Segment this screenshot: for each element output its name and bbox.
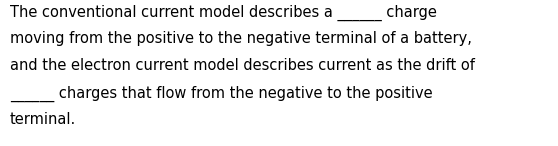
Text: The conventional current model describes a ______ charge: The conventional current model describes… <box>10 4 437 21</box>
Text: terminal.: terminal. <box>10 112 76 127</box>
Text: moving from the positive to the negative terminal of a battery,: moving from the positive to the negative… <box>10 31 472 46</box>
Text: ______ charges that flow from the negative to the positive: ______ charges that flow from the negati… <box>10 85 432 102</box>
Text: and the electron current model describes current as the drift of: and the electron current model describes… <box>10 58 475 73</box>
